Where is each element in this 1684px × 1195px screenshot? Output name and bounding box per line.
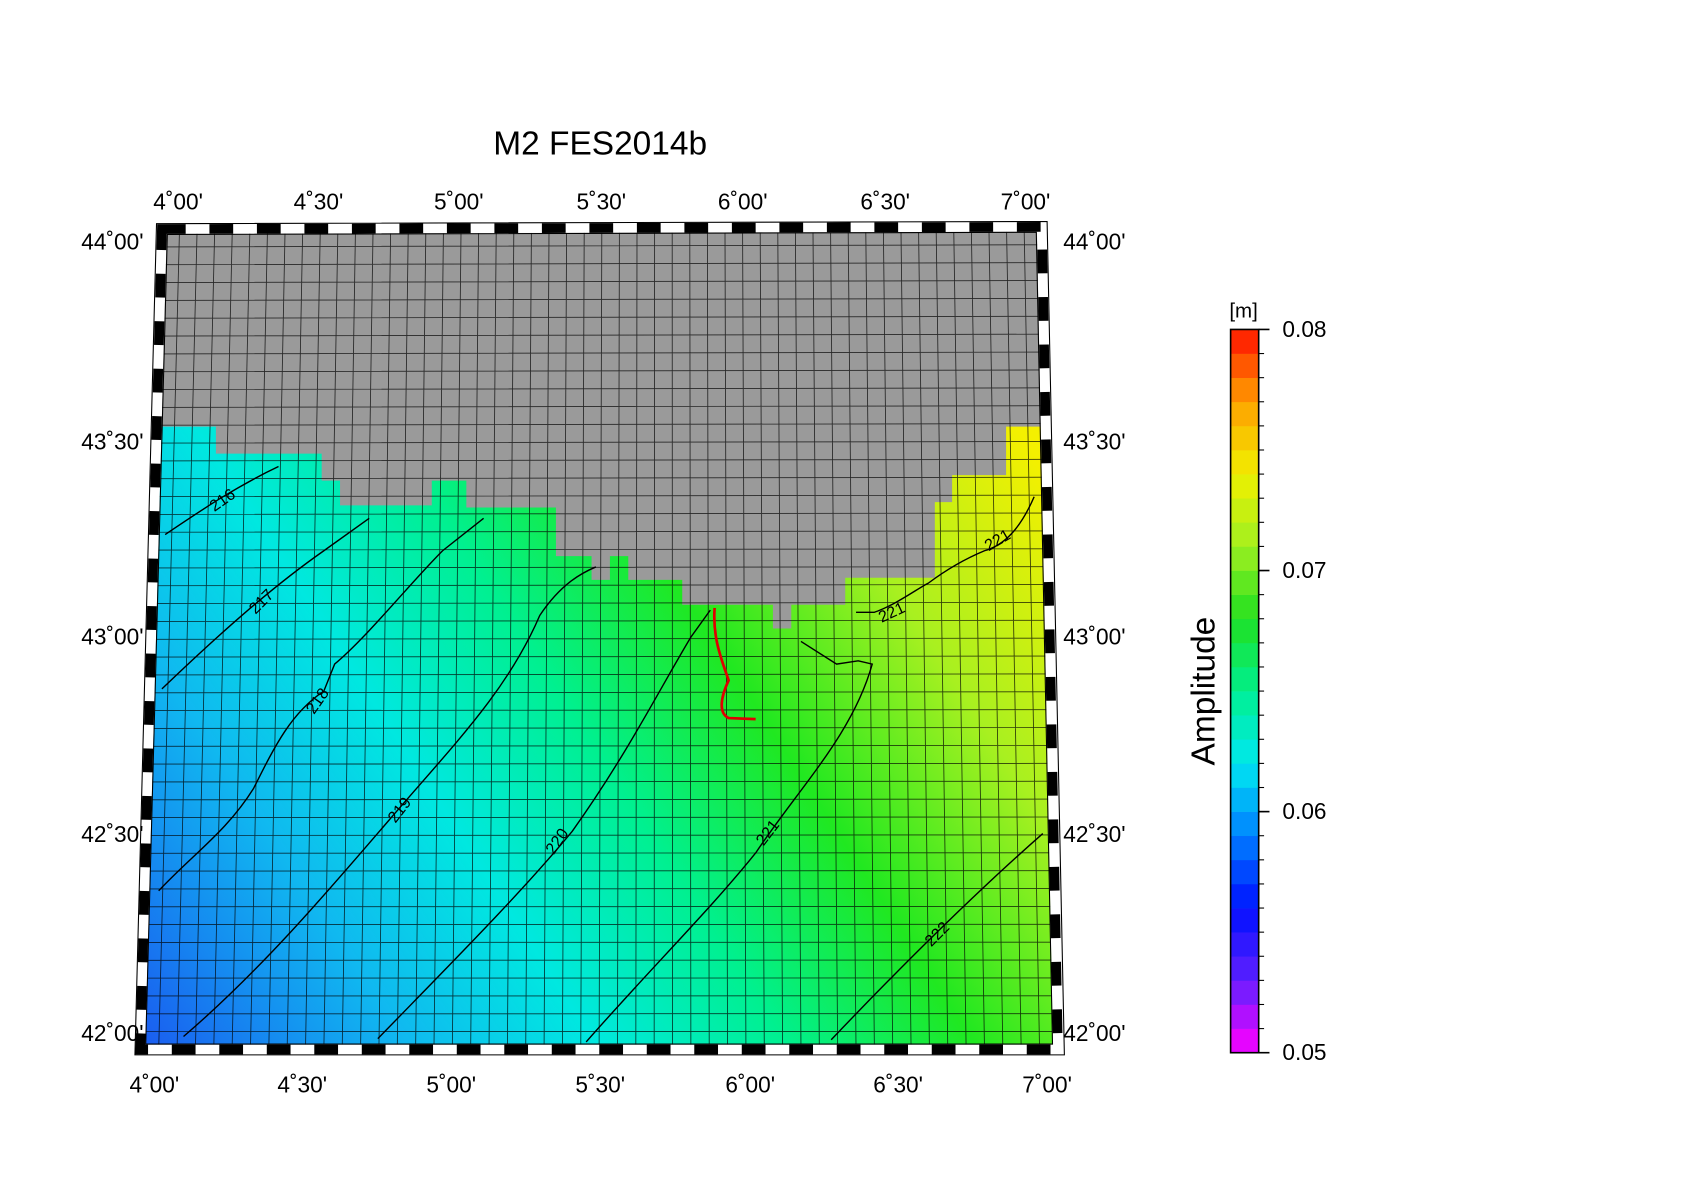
colorbar-swatch xyxy=(1230,353,1259,378)
map-frame xyxy=(134,220,1065,1056)
lon-tick-label: 5˚30' xyxy=(576,189,626,215)
colorbar: [m] Amplitude 0.05 0.06 0.07 0.08 xyxy=(1185,300,1326,1066)
lat-tick-label: 43˚30' xyxy=(1063,428,1125,454)
colorbar-swatch xyxy=(1230,474,1259,499)
colorbar-swatch xyxy=(1230,715,1259,740)
colorbar-swatch xyxy=(1230,1004,1259,1029)
red-track xyxy=(712,607,756,721)
colorbar-swatch xyxy=(1230,329,1259,354)
lat-tick-label: 42˚00' xyxy=(1063,1020,1125,1046)
colorbar-swatch xyxy=(1230,691,1259,716)
map-area xyxy=(140,226,1058,1050)
contour-line xyxy=(183,566,597,1038)
lon-tick-label: 7˚00' xyxy=(1022,1072,1072,1098)
contour-line xyxy=(164,465,279,536)
lon-tick-label: 6˚00' xyxy=(718,189,768,215)
lon-tick-label: 4˚30' xyxy=(294,189,344,215)
colorbar-swatch xyxy=(1230,859,1259,885)
colorbar-swatch xyxy=(1230,618,1259,644)
map-title: M2 FES2014b xyxy=(493,126,707,163)
lon-tick-label: 7˚00' xyxy=(1001,189,1051,215)
lon-tick-label: 6˚30' xyxy=(860,189,910,215)
colorbar-swatch xyxy=(1230,570,1259,595)
colorbar-tick-label: 0.08 xyxy=(1282,316,1326,342)
contour-line xyxy=(856,496,1035,613)
colorbar-swatch xyxy=(1230,739,1259,764)
colorbar-swatch xyxy=(1230,425,1259,451)
lon-tick-label: 6˚30' xyxy=(873,1072,923,1098)
land xyxy=(151,226,1053,629)
lon-tick-label: 5˚00' xyxy=(434,189,484,215)
colorbar-swatch xyxy=(1230,811,1259,837)
lat-tick-label: 43˚00' xyxy=(81,624,143,650)
colorbar-swatch xyxy=(1230,787,1259,812)
colorbar-swatch xyxy=(1230,908,1259,933)
lon-tick-label: 4˚00' xyxy=(153,189,203,215)
colorbar-swatch xyxy=(1230,522,1259,547)
colorbar-swatch xyxy=(1230,449,1259,475)
colorbar-swatch xyxy=(1230,980,1259,1005)
contour-line xyxy=(585,640,874,1043)
colorbar-swatch xyxy=(1230,666,1259,692)
colorbar-swatch xyxy=(1230,763,1259,788)
lon-tick-label: 5˚00' xyxy=(426,1072,476,1098)
lon-tick-label: 4˚00' xyxy=(130,1072,180,1098)
lat-tick-label: 43˚30' xyxy=(81,428,143,454)
colorbar-tick-label: 0.05 xyxy=(1282,1039,1326,1065)
lat-tick-label: 43˚00' xyxy=(1063,624,1125,650)
colorbar-swatch xyxy=(1230,498,1259,523)
colorbar-swatch xyxy=(1230,932,1259,957)
lon-tick-label: 6˚00' xyxy=(725,1072,775,1098)
colorbar-unit: [m] xyxy=(1229,300,1257,323)
contour-line xyxy=(161,517,370,690)
contour-line xyxy=(158,517,485,892)
colorbar-swatch xyxy=(1230,956,1259,981)
colorbar-swatch xyxy=(1230,1028,1259,1054)
contour-line xyxy=(377,609,711,1040)
colorbar-title: Amplitude xyxy=(1185,617,1222,766)
colorbar-tick-label: 0.06 xyxy=(1282,798,1326,824)
colorbar-swatch xyxy=(1230,377,1259,403)
lat-tick-label: 42˚00' xyxy=(81,1020,143,1046)
contour-line xyxy=(830,833,1044,1041)
lat-tick-label: 44˚00' xyxy=(1063,229,1125,255)
contours xyxy=(158,465,1044,1043)
colorbar-swatch xyxy=(1230,883,1259,909)
colorbar-swatch xyxy=(1230,594,1259,620)
lon-tick-label: 5˚30' xyxy=(575,1072,625,1098)
lat-tick-label: 42˚30' xyxy=(1063,821,1125,847)
colorbar-tick-label: 0.07 xyxy=(1282,557,1326,583)
lon-tick-label: 4˚30' xyxy=(277,1072,327,1098)
colorbar-swatch xyxy=(1230,401,1259,427)
lat-tick-label: 44˚00' xyxy=(81,229,143,255)
colorbar-swatch xyxy=(1230,546,1259,571)
colorbar-swatch xyxy=(1230,642,1259,668)
lat-tick-label: 42˚30' xyxy=(81,821,143,847)
colorbar-swatch xyxy=(1230,835,1259,861)
